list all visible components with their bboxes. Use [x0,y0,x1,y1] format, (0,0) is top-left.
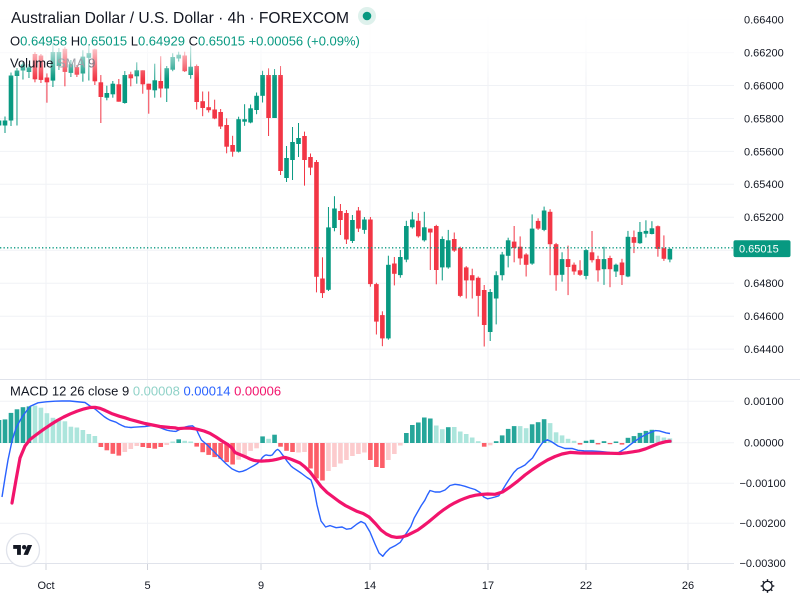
svg-text:0.65015: 0.65015 [739,244,779,256]
svg-text:Oct: Oct [37,580,54,592]
svg-text:14: 14 [364,580,376,592]
svg-text:22: 22 [580,580,592,592]
svg-text:−0.00200: −0.00200 [740,518,786,530]
svg-text:17: 17 [482,580,494,592]
svg-text:0.65600: 0.65600 [744,146,784,158]
svg-text:0.65200: 0.65200 [744,212,784,224]
svg-text:−0.00300: −0.00300 [740,558,786,570]
svg-text:−0.00100: −0.00100 [740,478,786,490]
svg-text:0.64400: 0.64400 [744,344,784,356]
svg-text:MACD 12 26 close 9 0.00008 0.: MACD 12 26 close 9 0.00008 0.00014 0.000… [10,383,281,398]
svg-text:26: 26 [682,580,694,592]
svg-text:0.65800: 0.65800 [744,113,784,125]
svg-text:0.00000: 0.00000 [744,438,784,450]
svg-text:0.64800: 0.64800 [744,278,784,290]
svg-text:0.65400: 0.65400 [744,179,784,191]
svg-text:0.00100: 0.00100 [744,396,784,408]
svg-text:O0.64958 H0.65015 L0.64929 C0.: O0.64958 H0.65015 L0.64929 C0.65015 +0.0… [10,33,360,48]
svg-text:0.66200: 0.66200 [744,48,784,60]
svg-text:0.64600: 0.64600 [744,311,784,323]
svg-text:Volume SMA 9: Volume SMA 9 [10,55,95,70]
svg-text:Australian Dollar / U.S. Dolla: Australian Dollar / U.S. Dollar · 4h · F… [11,10,349,27]
svg-text:0.66000: 0.66000 [744,80,784,92]
svg-text:5: 5 [144,580,150,592]
svg-text:9: 9 [258,580,264,592]
svg-text:0.66400: 0.66400 [744,15,784,27]
